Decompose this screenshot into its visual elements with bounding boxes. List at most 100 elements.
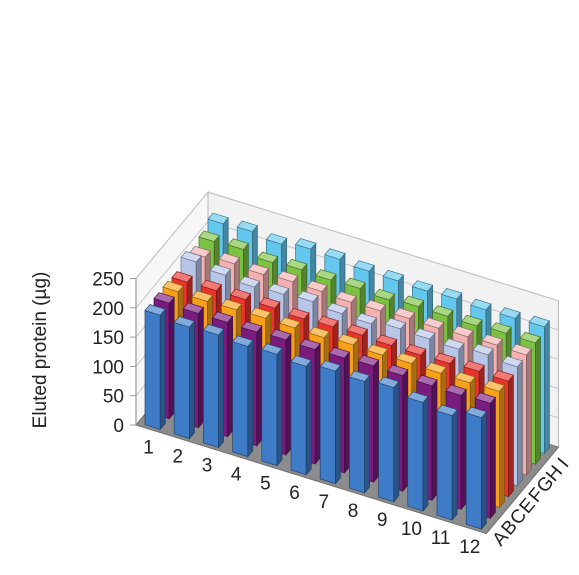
bar-front xyxy=(203,329,219,448)
bar-top xyxy=(492,370,515,382)
bar-top xyxy=(501,355,524,368)
bar xyxy=(231,335,254,458)
bar-top xyxy=(173,316,196,328)
bar xyxy=(407,391,429,512)
y-tick-label: 200 xyxy=(92,299,124,320)
bar-front xyxy=(319,366,336,485)
bar-top xyxy=(411,280,434,292)
bar-top xyxy=(377,376,400,389)
x-tick-label: 7 xyxy=(319,492,330,513)
bar-side xyxy=(460,388,467,511)
bar-top xyxy=(249,307,272,319)
bar-top xyxy=(153,292,175,304)
bar-top xyxy=(472,343,494,356)
bar-side xyxy=(344,351,350,474)
x-tick-label: 5 xyxy=(260,474,271,495)
bar-top xyxy=(425,362,447,374)
bar-top xyxy=(395,352,418,365)
bar-top xyxy=(171,271,193,283)
bar-top xyxy=(481,334,503,346)
bar-top xyxy=(306,280,328,292)
bar-side xyxy=(526,347,532,476)
bar-top xyxy=(240,321,263,333)
bar-front xyxy=(144,310,161,430)
bar-top xyxy=(461,314,483,327)
bar-top xyxy=(470,298,492,311)
bar-top xyxy=(375,334,398,346)
bar-top xyxy=(297,290,319,303)
bar-top xyxy=(431,305,454,317)
bar-top xyxy=(326,302,348,315)
bar-top xyxy=(483,380,506,392)
bar-top xyxy=(299,338,321,351)
bar xyxy=(202,323,225,449)
x-tick-label: 2 xyxy=(173,447,184,468)
bar-top xyxy=(258,297,281,309)
bar-front xyxy=(261,349,278,467)
bar-top xyxy=(445,384,467,396)
bar-side xyxy=(305,359,312,476)
bar xyxy=(144,304,166,431)
bar-top xyxy=(404,344,427,356)
bar-side xyxy=(227,315,233,438)
y-tick-label: 50 xyxy=(103,387,124,408)
bar-top xyxy=(198,230,220,243)
bar-top xyxy=(162,280,184,293)
y-tick-label: 0 xyxy=(113,416,124,437)
bar-top xyxy=(290,355,312,367)
bar-top xyxy=(393,307,416,320)
bar-side xyxy=(431,378,438,502)
bar-side xyxy=(535,336,541,466)
bar-side xyxy=(499,384,505,509)
x-tick-label: 6 xyxy=(289,483,300,504)
bar-front xyxy=(407,397,424,512)
bar-top xyxy=(436,404,458,417)
bar-top xyxy=(382,269,405,282)
bar-top xyxy=(227,238,250,250)
bar-top xyxy=(335,291,357,303)
bar-top xyxy=(202,323,225,336)
bar-top xyxy=(279,316,301,329)
bar-side xyxy=(256,325,263,447)
bar-top xyxy=(422,317,445,329)
bar-top xyxy=(528,315,551,328)
gridline xyxy=(135,191,559,302)
bar-front xyxy=(349,376,365,494)
bar-top xyxy=(346,324,369,336)
bar-side xyxy=(544,319,550,455)
bars xyxy=(144,212,551,530)
x-tick-label: 8 xyxy=(348,501,359,522)
bar-side xyxy=(422,395,429,512)
bar-top xyxy=(288,307,310,320)
bar-top xyxy=(519,331,542,344)
bar-top xyxy=(373,288,396,301)
bar-side xyxy=(517,359,523,487)
bar-top xyxy=(355,312,378,325)
bar-top xyxy=(207,212,229,225)
bar-side xyxy=(393,380,400,503)
bar-top xyxy=(348,370,371,382)
bar-side xyxy=(159,308,166,431)
bar-top xyxy=(452,325,474,338)
bar-top xyxy=(211,311,234,323)
bar xyxy=(465,406,488,530)
x-tick-label: 9 xyxy=(377,510,388,531)
bar-top xyxy=(443,338,465,350)
bar-top xyxy=(270,328,292,341)
bar-front xyxy=(290,361,307,476)
bar-top xyxy=(402,295,425,308)
bar-top xyxy=(386,364,409,377)
bar-top xyxy=(209,264,232,276)
bar-top xyxy=(200,279,223,292)
x-tick-label: 3 xyxy=(202,456,213,477)
bar xyxy=(290,355,312,476)
x-tick-label: 1 xyxy=(143,438,154,459)
x-tick-label: 10 xyxy=(401,519,422,540)
bar-top xyxy=(236,220,259,233)
bar-top xyxy=(276,270,299,283)
bar-top xyxy=(440,287,463,300)
bar xyxy=(173,316,196,440)
bar xyxy=(348,370,371,494)
